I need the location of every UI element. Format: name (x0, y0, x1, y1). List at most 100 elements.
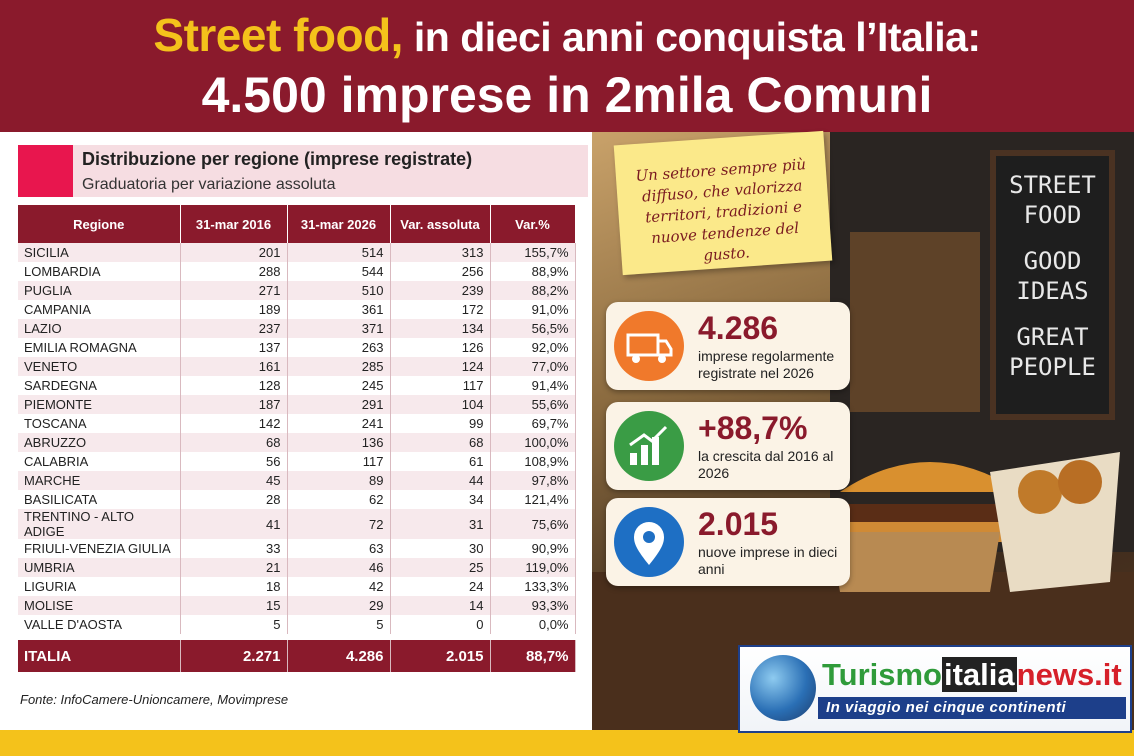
logo-part: news.it (1016, 657, 1122, 692)
cell-region: EMILIA ROMAGNA (18, 338, 181, 357)
cell-region: MARCHE (18, 471, 181, 490)
cell-number: 56 (180, 452, 288, 471)
total-number: 88,7% (490, 634, 576, 672)
cell-number: 77,0% (490, 357, 576, 376)
cell-number: 142 (180, 414, 288, 433)
cell-number: 45 (180, 471, 288, 490)
cell-region: VALLE D'AOSTA (18, 615, 181, 637)
cell-number: 371 (287, 319, 391, 338)
cell-number: 172 (390, 300, 491, 319)
table-row: VALLE D'AOSTA 5 5 0 0,0% (18, 615, 576, 637)
stat-label: la crescita dal 2016 al 2026 (698, 448, 834, 481)
total-number: 2.271 (180, 634, 288, 672)
cell-number: 245 (287, 376, 391, 395)
cell-region: PIEMONTE (18, 395, 181, 414)
cell-number: 201 (180, 243, 288, 262)
logo-part: italia (942, 657, 1017, 692)
cell-number: 62 (287, 490, 391, 509)
stat-value: +88,7% (698, 410, 808, 446)
cell-number: 25 (390, 558, 491, 577)
truck-icon (614, 311, 684, 381)
cell-number: 88,9% (490, 262, 576, 281)
logo-part: Turismo (822, 657, 942, 692)
table-row: BASILICATA 28 62 34 121,4% (18, 490, 576, 509)
sign-line: GREAT PEOPLE (1009, 323, 1096, 381)
burger-box (830, 532, 1000, 592)
logo: Turismoitalianews.it In viaggio nei cinq… (738, 645, 1132, 733)
cell-number: 29 (287, 596, 391, 615)
table-row: LAZIO 237 371 134 56,5% (18, 319, 576, 338)
cell-number: 108,9% (490, 452, 576, 471)
column-header: 31-mar 2016 (180, 205, 288, 243)
sign-line: STREET FOOD (1009, 171, 1096, 229)
cell-number: 89 (287, 471, 391, 490)
table-row: SICILIA 201 514 313 155,7% (18, 243, 576, 262)
cell-number: 237 (180, 319, 288, 338)
truck-window (850, 232, 980, 412)
cell-number: 30 (390, 539, 491, 558)
cell-number: 128 (180, 376, 288, 395)
section-marker (18, 145, 73, 197)
cell-region: TRENTINO - ALTO ADIGE (18, 509, 181, 539)
total-number: 4.286 (287, 634, 391, 672)
cell-number: 241 (287, 414, 391, 433)
table-row: PUGLIA 271 510 239 88,2% (18, 281, 576, 300)
cell-number: 0,0% (490, 615, 576, 637)
cell-number: 263 (287, 338, 391, 357)
table-row: EMILIA ROMAGNA 137 263 126 92,0% (18, 338, 576, 357)
section-header (18, 145, 588, 197)
cell-number: 24 (390, 577, 491, 596)
cell-number: 97,8% (490, 471, 576, 490)
cell-number: 544 (287, 262, 391, 281)
logo-name: Turismoitalianews.it (822, 657, 1122, 693)
location-icon (614, 507, 684, 577)
stat-value: 4.286 (698, 310, 779, 346)
title-line-2: 4.500 imprese in 2mila Comuni (201, 67, 933, 123)
cell-number: 285 (287, 357, 391, 376)
cell-number: 121,4% (490, 490, 576, 509)
column-header: Var. assoluta (390, 205, 491, 243)
cell-region: FRIULI-VENEZIA GIULIA (18, 539, 181, 558)
arancino (1058, 460, 1102, 504)
cell-region: SICILIA (18, 243, 181, 262)
sticky-note: Un settore sempre più diffuso, che valor… (613, 130, 833, 276)
table-row: LOMBARDIA 288 544 256 88,9% (18, 262, 576, 281)
logo-tagline: In viaggio nei cinque continenti (818, 697, 1126, 719)
icon-art (629, 425, 668, 465)
cell-number: 68 (390, 433, 491, 452)
table-row: CAMPANIA 189 361 172 91,0% (18, 300, 576, 319)
cell-number: 15 (180, 596, 288, 615)
data-table: Regione 31-mar 2016 31-mar 2026 Var. assolu… (18, 205, 576, 672)
table-row: VENETO 161 285 124 77,0% (18, 357, 576, 376)
cell-number: 44 (390, 471, 491, 490)
table-row: MARCHE 45 89 44 97,8% (18, 471, 576, 490)
source: Fonte: InfoCamere-Unioncamere, Movimpres… (20, 692, 289, 707)
cell-number: 271 (180, 281, 288, 300)
cell-number: 126 (390, 338, 491, 357)
cell-region: UMBRIA (18, 558, 181, 577)
cell-number: 69,7% (490, 414, 576, 433)
burger-bun (840, 462, 1020, 492)
title-rest: in dieci anni conquista l’Italia: (413, 14, 981, 60)
cell-number: 99 (390, 414, 491, 433)
table-row: UMBRIA 21 46 25 119,0% (18, 558, 576, 577)
cell-number: 5 (287, 615, 391, 637)
cell-number: 133,3% (490, 577, 576, 596)
stat-label: nuove imprese in dieci anni (698, 544, 838, 577)
cell-number: 239 (390, 281, 491, 300)
cell-number: 72 (287, 509, 391, 539)
cell-number: 313 (390, 243, 491, 262)
chalkboard-sign: STREET FOOD GOOD IDEAS GREAT PEOPLE (990, 150, 1115, 420)
cell-number: 56,5% (490, 319, 576, 338)
cell-number: 117 (287, 452, 391, 471)
cell-number: 14 (390, 596, 491, 615)
cell-number: 514 (287, 243, 391, 262)
section-title: Distribuzione per regione (imprese regis… (82, 149, 473, 169)
table-row: TRENTINO - ALTO ADIGE 41 72 31 75,6% (18, 509, 576, 539)
cell-region: BASILICATA (18, 490, 181, 509)
cell-number: 0 (390, 615, 491, 637)
cell-region: LIGURIA (18, 577, 181, 596)
stat-card: +88,7% la crescita dal 2016 al 2026 (606, 402, 850, 490)
stat-value: 2.015 (698, 506, 779, 542)
arancino (1018, 470, 1062, 514)
